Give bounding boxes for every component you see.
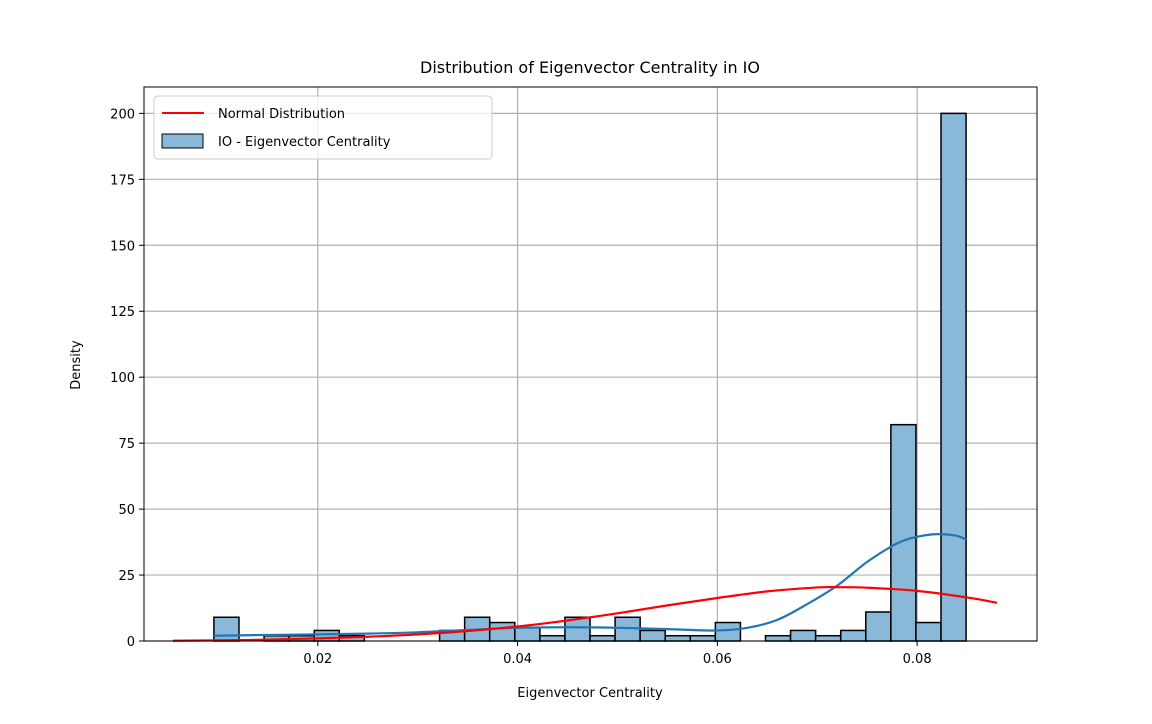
- histogram-bar: [764, 634, 792, 642]
- y-tick-label: 100: [110, 371, 135, 386]
- histogram-bar: [589, 634, 616, 642]
- y-tick-label: 175: [110, 173, 135, 188]
- histogram-bar: [890, 423, 917, 642]
- x-axis-label: Eigenvector Centrality: [517, 686, 663, 701]
- y-tick-label: 125: [110, 305, 135, 320]
- histogram-bar: [789, 629, 817, 642]
- y-tick-label: 0: [127, 635, 135, 650]
- histogram-bar: [915, 621, 942, 642]
- histogram-bar: [714, 621, 742, 642]
- histogram-bar: [839, 629, 867, 642]
- kde-curve-line: [213, 533, 967, 637]
- histogram-bar: [940, 112, 967, 642]
- legend: Normal Distribution IO - Eigenvector Cen…: [153, 95, 493, 160]
- y-tick-label: 200: [110, 107, 135, 122]
- ticks-layer: 0.02 0.04 0.06 0.08 0 25 50 75 100 125 150 175 200: [110, 107, 931, 667]
- y-axis-label: Density: [69, 340, 84, 390]
- y-tick-label: 150: [110, 239, 135, 254]
- histogram-bar: [539, 634, 566, 642]
- legend-histogram-patch-swatch: [161, 133, 204, 149]
- legend-frame: [153, 95, 493, 160]
- y-tick-label: 25: [118, 569, 135, 584]
- y-tick-label: 75: [118, 437, 135, 452]
- histogram-bar: [865, 611, 892, 642]
- plot-frame: [143, 86, 1038, 642]
- histogram-bar: [664, 634, 692, 642]
- histogram-bar: [689, 634, 717, 642]
- histogram-bar: [488, 621, 516, 642]
- histogram-bar: [213, 616, 240, 642]
- histogram-bar: [514, 627, 541, 642]
- histogram-bar: [639, 629, 666, 642]
- y-tick-label: 50: [118, 503, 135, 518]
- x-tick-label: 0.04: [503, 652, 532, 667]
- legend-histogram-label: IO - Eigenvector Centrality: [218, 135, 391, 150]
- chart-title: Distribution of Eigenvector Centrality i…: [420, 58, 760, 77]
- x-tick-label: 0.08: [903, 652, 932, 667]
- x-tick-label: 0.06: [703, 652, 732, 667]
- x-tick-label: 0.02: [303, 652, 332, 667]
- lines-layer: [172, 533, 998, 642]
- histogram-bar: [814, 634, 842, 642]
- legend-normal-label: Normal Distribution: [218, 107, 345, 122]
- normal-distribution-line: [172, 585, 998, 642]
